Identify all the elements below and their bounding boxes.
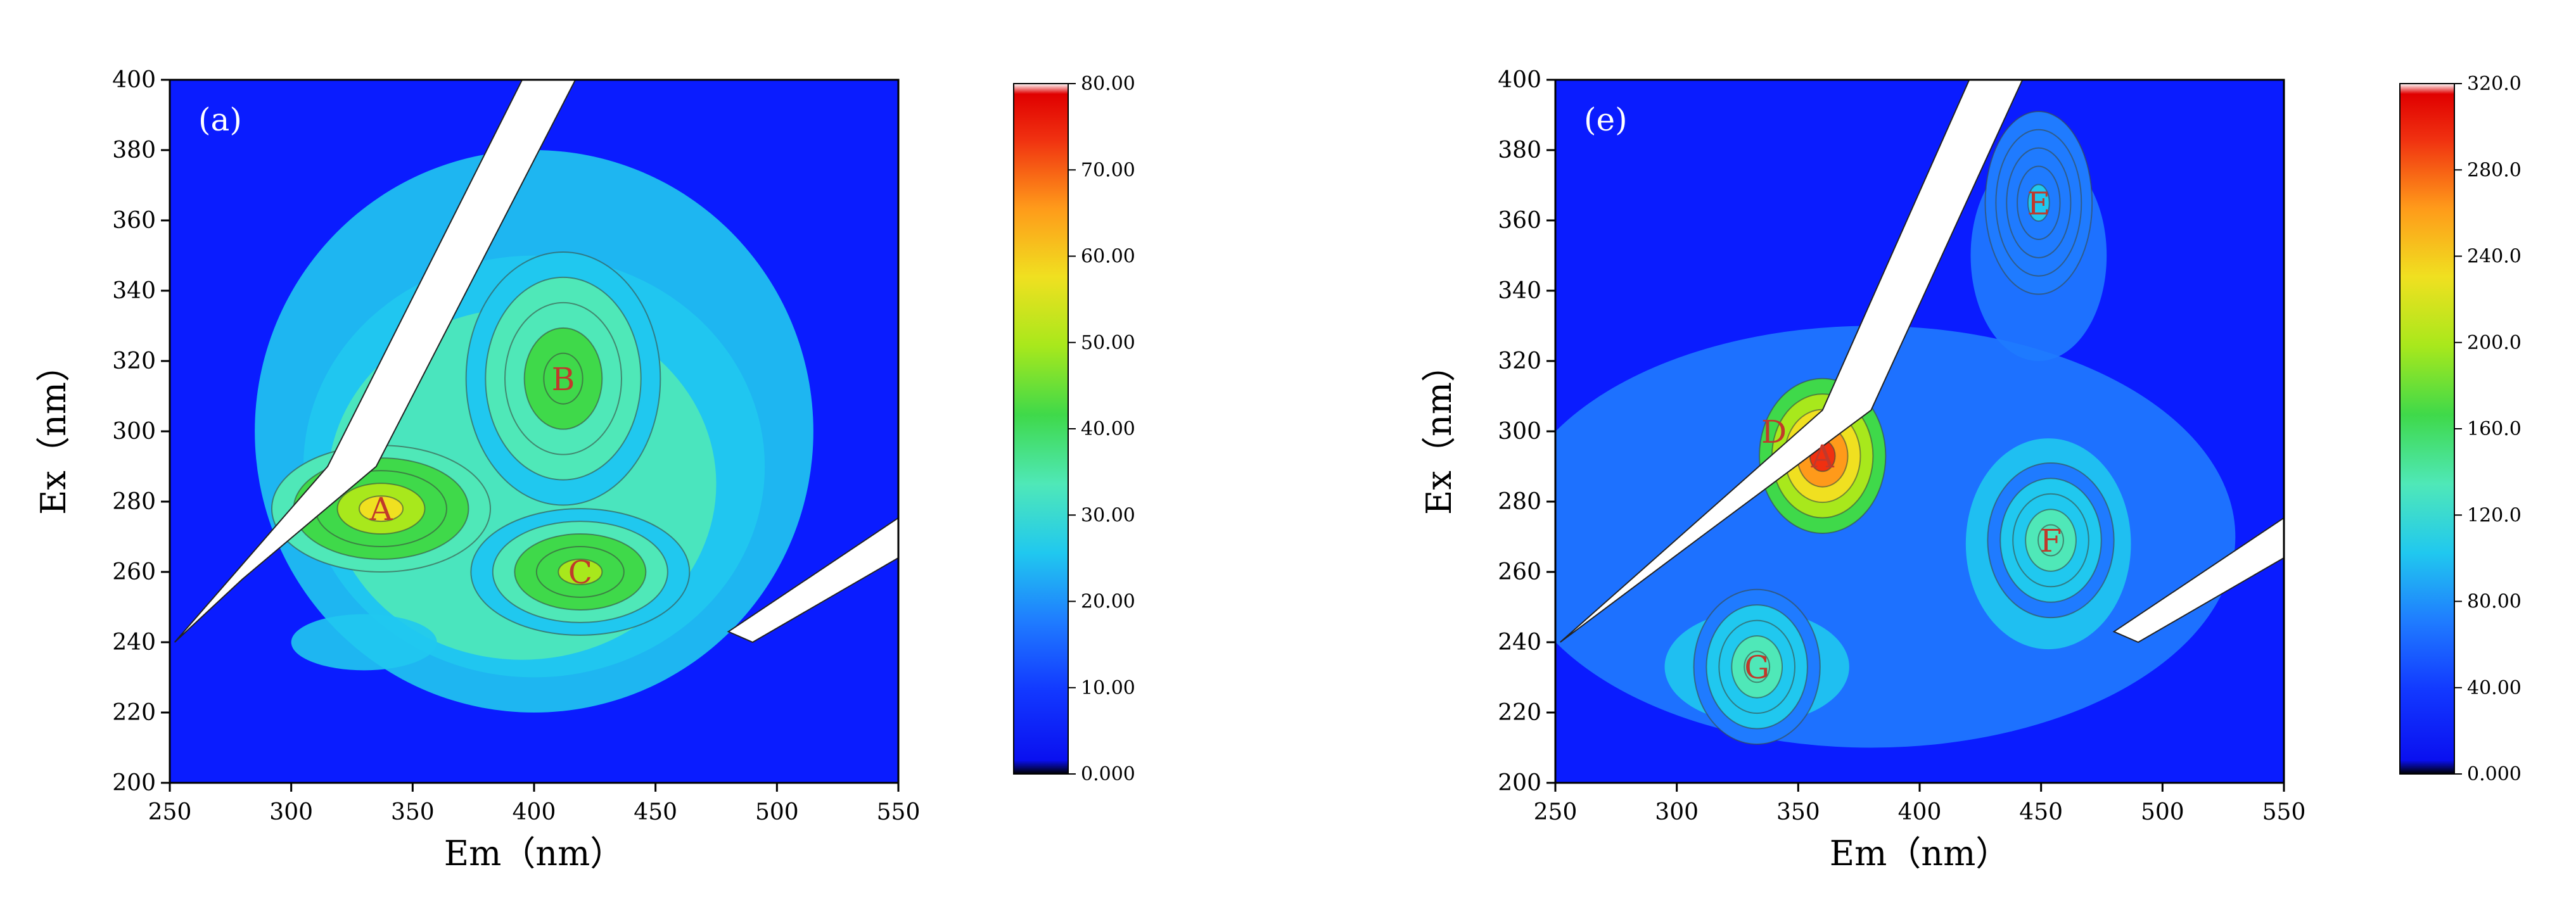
x-tick-label: 350 (1776, 799, 1820, 825)
peak-contour-E (2027, 184, 2050, 222)
peak-label-D: D (1761, 414, 1787, 450)
x-tick-label: 500 (2141, 799, 2184, 825)
panel-label: (e) (1584, 101, 1628, 138)
x-tick-label: 400 (513, 799, 556, 825)
peak-label-C: C (568, 554, 592, 591)
y-tick-label: 200 (112, 770, 156, 796)
peak-contour-F (2037, 524, 2064, 557)
colorbar-tick-label: 40.00 (1081, 418, 1135, 440)
heatmap-area (170, 80, 898, 783)
x-tick-label: 500 (755, 799, 799, 825)
y-tick-label: 200 (1498, 770, 1541, 796)
scatter-band-second-order (727, 517, 898, 643)
y-axis-label: Ex（nm） (1419, 348, 1459, 515)
fluorescence-region (291, 614, 437, 671)
colorbar-tick-label: 80.00 (1081, 73, 1135, 95)
y-tick-label: 340 (112, 278, 156, 304)
scatter-band-second-order (2112, 517, 2284, 643)
y-tick-label: 240 (112, 630, 156, 656)
y-tick-label: 280 (1498, 489, 1541, 515)
y-axis-label: Ex（nm） (34, 348, 73, 515)
y-tick-label: 400 (112, 67, 156, 93)
panel-label: (a) (198, 101, 242, 138)
colorbar-tick-label: 160.0 (2467, 418, 2522, 440)
colorbar-tick-label: 320.0 (2467, 73, 2522, 95)
heatmap-area (1555, 80, 2284, 783)
y-tick-label: 240 (1498, 630, 1541, 656)
x-tick-label: 400 (1898, 799, 1942, 825)
colorbar-tick-label: 30.00 (1081, 504, 1135, 526)
x-tick-label: 300 (269, 799, 313, 825)
colorbar-tick-label: 0.000 (2467, 763, 2522, 785)
y-tick-label: 380 (1498, 137, 1541, 163)
peak-label-A: A (369, 491, 393, 528)
peak-label-F: F (2040, 523, 2062, 559)
y-tick-label: 300 (112, 419, 156, 445)
colorbar-tick-label: 0.000 (1081, 763, 1135, 785)
colorbar: 0.000 10.00 20.00 30.00 40.00 50.00 60.00 70.00… (1013, 73, 1135, 785)
colorbar-tick-label: 120.0 (2467, 504, 2522, 526)
colorbar-tick-label: 60.00 (1081, 246, 1135, 268)
y-tick-label: 220 (1498, 700, 1541, 726)
peak-label-E: E (2027, 185, 2051, 222)
peak-label-A: A (1811, 438, 1835, 475)
y-tick-label: 220 (112, 700, 156, 726)
scatter-band (1560, 80, 2024, 643)
x-tick-label: 250 (148, 799, 192, 825)
colorbar-tick-label: 80.00 (2467, 591, 2522, 613)
y-tick-label: 260 (112, 559, 156, 585)
peak-contour-C (558, 559, 603, 585)
x-tick-label: 250 (1534, 799, 1578, 825)
peak-label-G: G (1744, 649, 1769, 686)
y-tick-label: 360 (1498, 208, 1541, 234)
colorbar-tick-label: 50.00 (1081, 332, 1135, 354)
y-tick-label: 300 (1498, 419, 1541, 445)
x-axis-label: Em（nm） (1830, 833, 2010, 873)
colorbar-tick-label: 20.00 (1081, 591, 1135, 613)
colorbar-tick-label: 10.00 (1081, 677, 1135, 699)
y-tick-label: 400 (1498, 67, 1541, 93)
colorbar-gradient (2399, 83, 2455, 775)
colorbar-tick-label: 40.00 (2467, 677, 2522, 699)
y-tick-label: 260 (1498, 559, 1541, 585)
x-tick-label: 450 (634, 799, 677, 825)
chart-panel-1: 250 300 350 400 450 500 550 200 220 240 260 280 300 3… (1419, 67, 2522, 873)
peak-contour-A (359, 495, 404, 523)
y-tick-label: 360 (112, 208, 156, 234)
chart-panel-0: 250 300 350 400 450 500 550 200 220 240 260 280 300 3… (34, 67, 1135, 873)
y-tick-label: 320 (112, 348, 156, 374)
y-tick-label: 380 (112, 137, 156, 163)
colorbar-gradient (1013, 83, 1069, 775)
x-tick-label: 350 (391, 799, 435, 825)
peak-contour-B (543, 352, 583, 405)
colorbar-tick-label: 200.0 (2467, 332, 2522, 354)
y-tick-label: 320 (1498, 348, 1541, 374)
x-tick-label: 550 (877, 799, 921, 825)
x-tick-label: 300 (1655, 799, 1699, 825)
x-tick-label: 550 (2262, 799, 2306, 825)
peak-contour-G (1744, 650, 1771, 683)
colorbar-tick-label: 280.0 (2467, 159, 2522, 181)
colorbar-tick-label: 240.0 (2467, 246, 2522, 268)
x-tick-label: 450 (2019, 799, 2063, 825)
colorbar: 0.000 40.00 80.00 120.0 160.0 200.0 240.0 280.0… (2399, 73, 2522, 785)
y-tick-label: 280 (112, 489, 156, 515)
scatter-band (174, 80, 577, 643)
y-tick-label: 340 (1498, 278, 1541, 304)
colorbar-tick-label: 70.00 (1081, 159, 1135, 181)
peak-label-B: B (552, 361, 575, 398)
x-axis-label: Em（nm） (444, 833, 625, 873)
